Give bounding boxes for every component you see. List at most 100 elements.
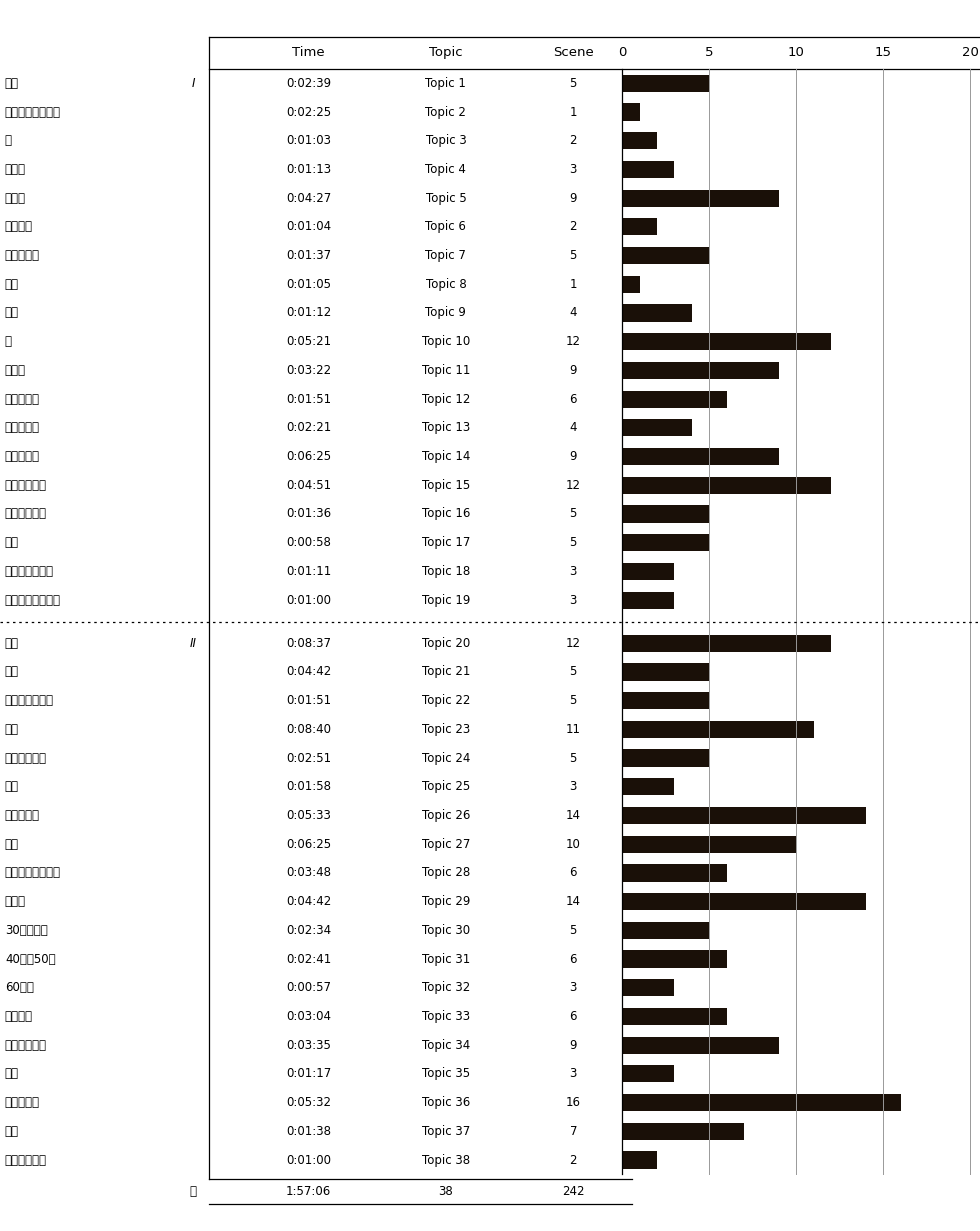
Bar xyxy=(622,1094,901,1112)
Bar xyxy=(622,1008,726,1025)
Text: 5: 5 xyxy=(569,694,577,707)
Text: Topic 11: Topic 11 xyxy=(421,364,470,377)
Text: Topic 13: Topic 13 xyxy=(421,421,470,435)
Bar xyxy=(622,692,710,709)
Text: 職場のこと: 職場のこと xyxy=(5,809,40,822)
Text: Time: Time xyxy=(292,47,325,59)
Bar xyxy=(622,806,866,824)
Text: 9: 9 xyxy=(569,451,577,463)
Text: 誕生: 誕生 xyxy=(5,76,19,90)
Text: 15: 15 xyxy=(875,47,892,59)
Text: 現在の家族: 現在の家族 xyxy=(5,1096,40,1109)
Text: 20: 20 xyxy=(961,47,979,59)
Text: 1: 1 xyxy=(569,106,577,118)
Text: 結婚: 結婚 xyxy=(5,837,19,851)
Text: 夢: 夢 xyxy=(5,134,12,148)
Text: 2: 2 xyxy=(569,134,577,148)
Text: II: II xyxy=(189,636,197,650)
Text: 就職: 就職 xyxy=(5,723,19,736)
Text: 9: 9 xyxy=(569,1039,577,1051)
Text: 3: 3 xyxy=(569,593,577,607)
Text: 0:08:37: 0:08:37 xyxy=(286,636,331,650)
Text: 余暇: 余暇 xyxy=(5,780,19,793)
Text: Topic 24: Topic 24 xyxy=(421,752,470,764)
Text: 4: 4 xyxy=(569,421,577,435)
Text: Topic 36: Topic 36 xyxy=(421,1096,470,1109)
Bar xyxy=(622,950,726,968)
Bar xyxy=(622,304,692,321)
Text: 進学: 進学 xyxy=(5,636,19,650)
Bar xyxy=(622,362,779,379)
Text: タイムマシン: タイムマシン xyxy=(5,1153,47,1167)
Text: Topic 21: Topic 21 xyxy=(421,666,470,678)
Bar xyxy=(622,1037,779,1054)
Text: 10: 10 xyxy=(565,837,581,851)
Text: 0:02:39: 0:02:39 xyxy=(286,76,331,90)
Text: 0:00:58: 0:00:58 xyxy=(286,537,331,549)
Text: 11: 11 xyxy=(565,723,581,736)
Text: 0:01:12: 0:01:12 xyxy=(286,307,331,320)
Text: 0:03:35: 0:03:35 xyxy=(286,1039,331,1051)
Bar xyxy=(622,218,657,235)
Text: Topic 9: Topic 9 xyxy=(425,307,466,320)
Text: 5: 5 xyxy=(569,752,577,764)
Text: 習い事，活動: 習い事，活動 xyxy=(5,479,47,491)
Text: 0:01:13: 0:01:13 xyxy=(286,162,331,176)
Text: Topic 20: Topic 20 xyxy=(421,636,470,650)
Text: Topic 25: Topic 25 xyxy=(421,780,470,793)
Text: 0:01:00: 0:01:00 xyxy=(286,593,331,607)
Text: 7: 7 xyxy=(569,1125,577,1137)
Text: 5: 5 xyxy=(705,47,713,59)
Text: 2: 2 xyxy=(569,1153,577,1167)
Text: 0:03:04: 0:03:04 xyxy=(286,1009,331,1023)
Text: 高校: 高校 xyxy=(5,666,19,678)
Text: 5: 5 xyxy=(569,923,577,937)
Text: 母と家族: 母と家族 xyxy=(5,1009,33,1023)
Text: なりたかったのは: なりたかったのは xyxy=(5,593,61,607)
Text: 3: 3 xyxy=(569,780,577,793)
Text: 0:01:51: 0:01:51 xyxy=(286,393,331,406)
Text: 0:05:21: 0:05:21 xyxy=(286,335,331,348)
Text: 最初の場面の記憶: 最初の場面の記憶 xyxy=(5,106,61,118)
Text: 6: 6 xyxy=(569,1009,577,1023)
Text: 幼稚園: 幼稚園 xyxy=(5,162,25,176)
Text: Topic: Topic xyxy=(429,47,463,59)
Text: 30代のこと: 30代のこと xyxy=(5,923,48,937)
Bar xyxy=(622,1065,674,1082)
Text: 6: 6 xyxy=(569,393,577,406)
Text: 兄弟: 兄弟 xyxy=(5,537,19,549)
Bar xyxy=(622,750,710,767)
Text: Topic 8: Topic 8 xyxy=(425,278,466,291)
Text: Topic 31: Topic 31 xyxy=(421,953,470,965)
Text: Topic 3: Topic 3 xyxy=(425,134,466,148)
Text: 0:01:58: 0:01:58 xyxy=(286,780,331,793)
Text: Topic 27: Topic 27 xyxy=(421,837,470,851)
Text: 健康: 健康 xyxy=(5,1067,19,1081)
Text: 5: 5 xyxy=(569,507,577,521)
Text: 6: 6 xyxy=(569,867,577,879)
Text: 3: 3 xyxy=(569,1067,577,1081)
Text: 0:01:37: 0:01:37 xyxy=(286,249,331,262)
Text: 10: 10 xyxy=(788,47,805,59)
Text: 0:04:42: 0:04:42 xyxy=(286,666,331,678)
Bar xyxy=(622,448,779,465)
Text: 行事: 行事 xyxy=(5,307,19,320)
Text: Topic 2: Topic 2 xyxy=(425,106,466,118)
Text: 3: 3 xyxy=(569,162,577,176)
Text: 0:06:25: 0:06:25 xyxy=(286,837,331,851)
Text: 60代～: 60代～ xyxy=(5,981,33,995)
Text: 特別な出来事: 特別な出来事 xyxy=(5,1039,47,1051)
Text: 16: 16 xyxy=(565,1096,581,1109)
Text: 配偶者はどんな人: 配偶者はどんな人 xyxy=(5,867,61,879)
Text: 0:02:34: 0:02:34 xyxy=(286,923,331,937)
Text: 2: 2 xyxy=(569,220,577,234)
Text: Topic 33: Topic 33 xyxy=(421,1009,470,1023)
Text: 6: 6 xyxy=(569,953,577,965)
Text: Topic 5: Topic 5 xyxy=(425,192,466,204)
Text: Topic 22: Topic 22 xyxy=(421,694,470,707)
Bar xyxy=(622,247,710,265)
Text: 9: 9 xyxy=(569,192,577,204)
Text: Topic 29: Topic 29 xyxy=(421,895,470,908)
Bar xyxy=(622,276,640,293)
Text: Topic 23: Topic 23 xyxy=(421,723,470,736)
